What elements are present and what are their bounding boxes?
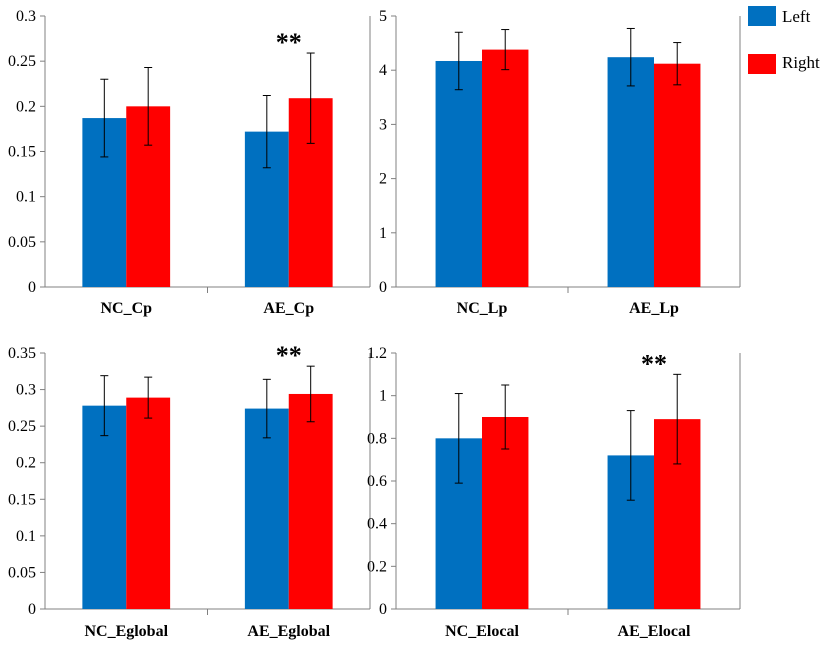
y-tick-label: 0	[28, 601, 36, 618]
category-label: NC_Eglobal	[84, 623, 168, 640]
y-tick-label: 0.15	[8, 144, 36, 161]
legend-right-label: Right	[782, 53, 820, 72]
bar-left-nc_lp	[435, 60, 482, 288]
bar-right-nc_lp	[482, 49, 529, 287]
category-label: AE_Elocal	[618, 623, 691, 640]
legend-right-swatch	[748, 54, 776, 74]
category-label: AE_Eglobal	[247, 623, 330, 640]
category-label: AE_Lp	[629, 300, 679, 317]
y-tick-label: 0.2	[16, 98, 36, 115]
y-tick-label: 0.4	[367, 516, 387, 533]
y-tick-label: 0.6	[367, 473, 387, 490]
y-tick-label: 0.2	[16, 455, 36, 472]
y-tick-label: 3	[379, 116, 387, 133]
significance-marker: **	[641, 349, 667, 378]
legend: Left Right	[748, 6, 820, 74]
y-tick-label: 0.05	[8, 564, 36, 581]
y-tick-label: 0.35	[8, 345, 36, 362]
y-tick-label: 0.3	[16, 8, 36, 25]
significance-marker: **	[276, 341, 302, 370]
y-tick-label: 5	[379, 8, 387, 25]
chart-panel-1: 0 0.05 0.1 0.15 0.2 0.25 0.3 NC_Cp AE_Cp **	[8, 8, 371, 317]
category-label: NC_Cp	[100, 300, 152, 317]
chart-panel-3: 0 0.05 0.1 0.15 0.2 0.25 0.3 0.35 NC_Eglobal AE_E…	[8, 341, 371, 640]
bar-right-nc_eglobal	[126, 397, 171, 609]
y-tick-label: 0.2	[367, 558, 387, 575]
y-tick-label: 0.25	[8, 53, 36, 70]
y-tick-label: 0.1	[16, 189, 36, 206]
y-tick-label: 0.1	[16, 528, 36, 545]
bar-left-ae_lp	[607, 57, 654, 287]
y-tick-label: 4	[379, 62, 387, 79]
y-tick-label: 1	[379, 388, 387, 405]
y-tick-label: 0	[379, 601, 387, 618]
y-tick-label: 2	[379, 171, 387, 188]
bar-right-ae_eglobal	[288, 393, 333, 609]
bar-left-nc_eglobal	[82, 405, 127, 609]
chart-panel-2: 0 1 2 3 4 5 NC_Lp AE_Lp	[379, 8, 741, 317]
bar-right-ae_lp	[654, 63, 701, 287]
y-tick-label: 0	[28, 279, 36, 296]
chart-panels: 0 0.05 0.1 0.15 0.2 0.25 0.3 NC_Cp AE_Cp ** 0 1 2 3 4 5…	[8, 8, 741, 640]
chart-panel-4: 0 0.2 0.4 0.6 0.8 1 1.2 NC_Elocal AE_Elocal **	[367, 345, 741, 640]
legend-left-label: Left	[782, 7, 811, 26]
y-tick-label: 1	[379, 225, 387, 242]
bar-left-ae_eglobal	[244, 408, 289, 609]
y-tick-label: 0.25	[8, 418, 36, 435]
category-label: NC_Lp	[457, 300, 508, 317]
significance-marker: **	[276, 28, 302, 57]
category-label: NC_Elocal	[445, 623, 519, 640]
y-tick-label: 0.05	[8, 234, 36, 251]
y-tick-label: 1.2	[367, 345, 387, 362]
category-label: AE_Cp	[263, 300, 314, 317]
legend-left-swatch	[748, 6, 776, 26]
y-tick-label: 0.3	[16, 382, 36, 399]
y-tick-label: 0.8	[367, 430, 387, 447]
y-tick-label: 0	[379, 279, 387, 296]
y-tick-label: 0.15	[8, 491, 36, 508]
